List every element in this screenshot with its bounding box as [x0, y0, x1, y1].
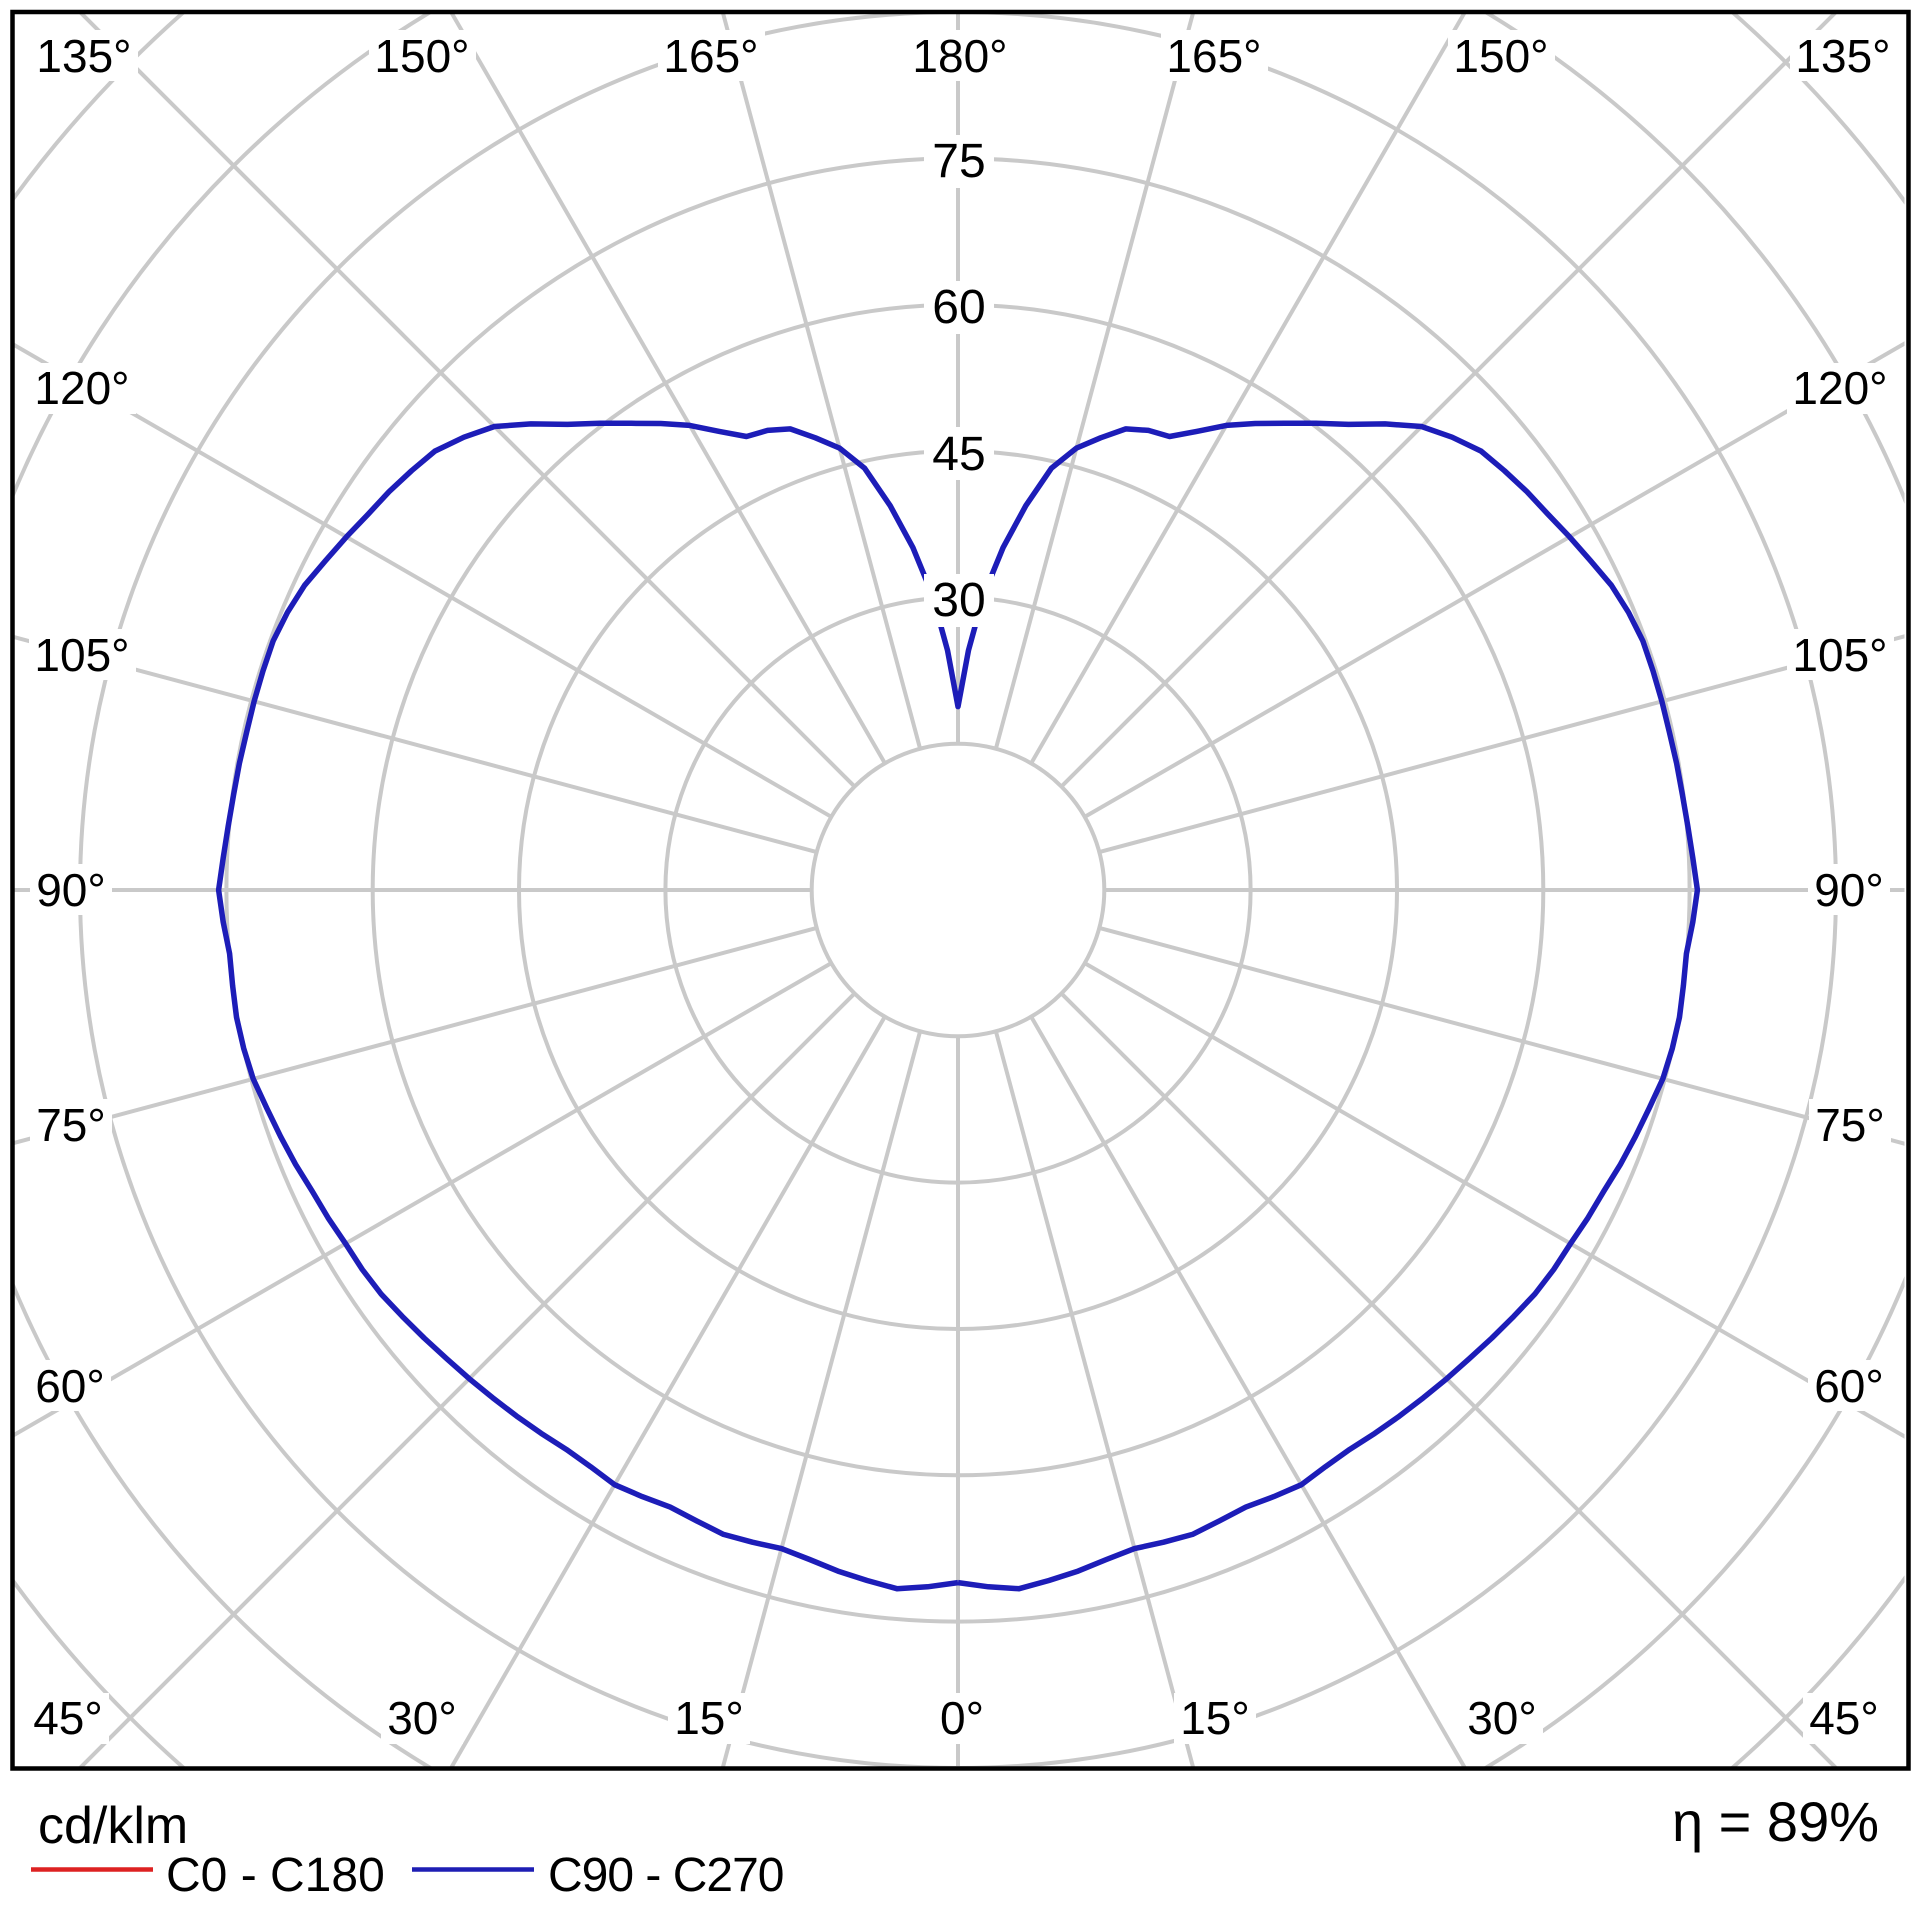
svg-text:105°: 105°: [1792, 629, 1887, 681]
svg-text:165°: 165°: [663, 30, 758, 82]
svg-text:15°: 15°: [674, 1692, 744, 1744]
svg-text:90°: 90°: [36, 864, 106, 916]
svg-text:C0 - C180: C0 - C180: [166, 1849, 385, 1902]
svg-text:150°: 150°: [1453, 30, 1548, 82]
svg-text:30°: 30°: [1467, 1692, 1537, 1744]
svg-text:60°: 60°: [35, 1360, 105, 1412]
svg-text:120°: 120°: [1792, 362, 1887, 414]
svg-text:C90 - C270: C90 - C270: [548, 1849, 783, 1902]
svg-text:150°: 150°: [374, 30, 469, 82]
svg-text:η = 89%: η = 89%: [1672, 1790, 1879, 1853]
svg-text:165°: 165°: [1166, 30, 1261, 82]
svg-text:45°: 45°: [33, 1692, 103, 1744]
svg-text:60°: 60°: [1814, 1360, 1884, 1412]
svg-text:75°: 75°: [1815, 1099, 1885, 1151]
svg-text:0°: 0°: [940, 1692, 984, 1744]
svg-text:30°: 30°: [387, 1692, 457, 1744]
svg-text:45°: 45°: [1809, 1692, 1879, 1744]
svg-text:cd/klm: cd/klm: [38, 1797, 188, 1855]
svg-text:135°: 135°: [1795, 30, 1890, 82]
svg-text:60: 60: [932, 281, 985, 334]
svg-text:30: 30: [932, 574, 985, 627]
svg-text:45: 45: [932, 428, 985, 481]
svg-text:120°: 120°: [34, 362, 129, 414]
svg-text:90°: 90°: [1814, 864, 1884, 916]
svg-text:75°: 75°: [36, 1099, 106, 1151]
svg-text:15°: 15°: [1180, 1692, 1250, 1744]
svg-text:180°: 180°: [912, 30, 1007, 82]
svg-text:135°: 135°: [36, 30, 131, 82]
svg-text:75: 75: [932, 135, 985, 188]
svg-text:105°: 105°: [34, 629, 129, 681]
